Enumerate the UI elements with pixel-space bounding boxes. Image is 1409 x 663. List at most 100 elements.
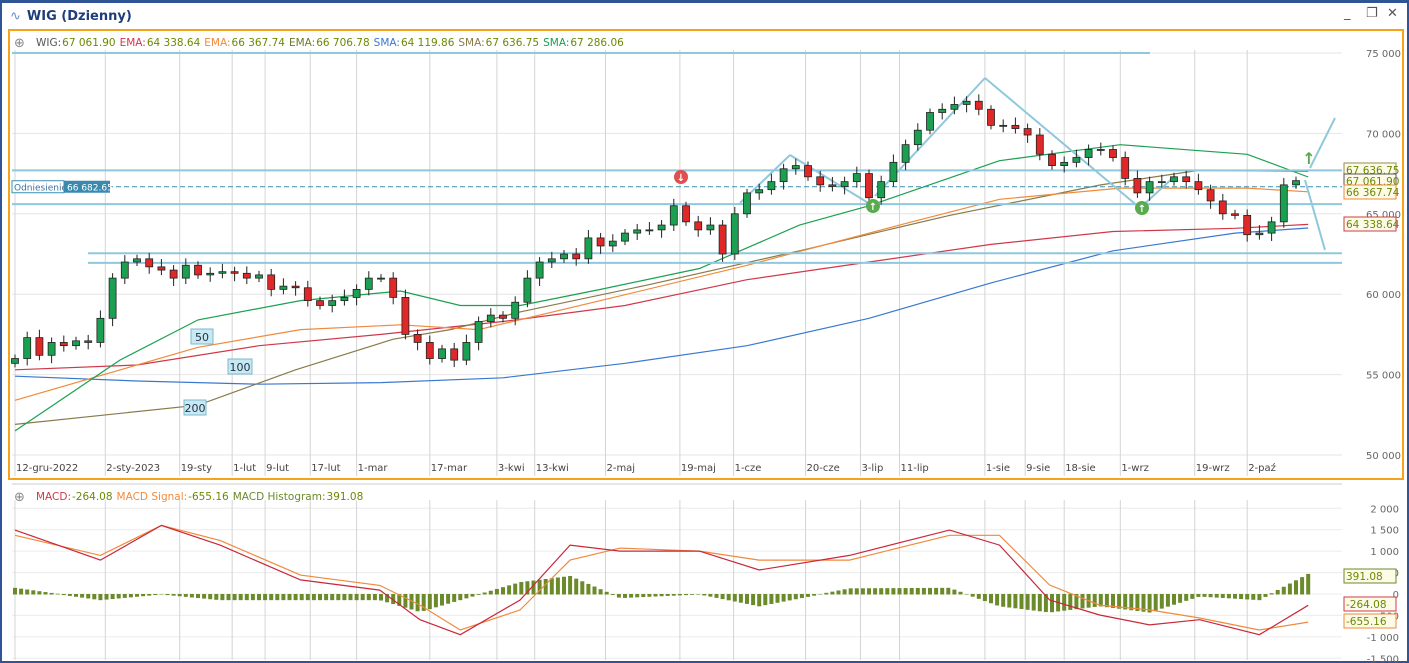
macd-histogram-bar <box>745 594 749 604</box>
macd-histogram-bar <box>537 579 542 595</box>
trend-line[interactable] <box>984 77 1141 209</box>
macd-histogram-bar <box>153 594 158 596</box>
candle-body <box>560 253 568 260</box>
macd-histogram-bar <box>25 589 30 595</box>
macd-histogram-bar <box>934 587 939 595</box>
candle-body <box>511 301 520 319</box>
macd-histogram-bar <box>1257 594 1262 601</box>
candle <box>645 222 654 235</box>
x-tick-label: 1-mar <box>358 463 389 474</box>
macd-histogram-bar <box>214 594 219 600</box>
candle <box>1060 156 1069 173</box>
candle <box>145 252 154 274</box>
macd-histogram-bar <box>543 579 548 595</box>
candle <box>974 94 983 116</box>
macd-histogram-bar <box>677 594 682 596</box>
candle <box>926 108 934 135</box>
candle-body <box>1243 215 1252 236</box>
macd-histogram-bar <box>1013 594 1018 609</box>
x-tick-label: 19-wrz <box>1196 463 1230 474</box>
macd-histogram-bar <box>531 580 536 595</box>
trend-line[interactable] <box>1309 117 1336 169</box>
candle <box>596 232 605 254</box>
macd-histogram-bar <box>867 588 871 595</box>
macd-legend-name: MACD Histogram: <box>233 491 326 503</box>
minimize-button[interactable]: _ <box>1344 6 1351 21</box>
macd-histogram-bar <box>446 594 451 604</box>
macd-histogram-bar <box>812 594 817 596</box>
x-tick-label: 1-sie <box>986 463 1010 474</box>
window-title: WIG (Dzienny) <box>26 8 132 24</box>
macd-histogram-bar <box>659 594 664 597</box>
candle <box>621 229 629 246</box>
candle-body <box>950 104 959 110</box>
macd-histogram-bar <box>671 594 676 596</box>
candle <box>938 103 947 120</box>
macd-histogram-bar <box>275 594 280 601</box>
trend-line[interactable] <box>789 154 871 205</box>
macd-y-tick-label: 2 000 <box>1370 504 1399 515</box>
main-legend-value: 67 636.75 <box>486 37 539 49</box>
candle <box>523 270 532 308</box>
macd-histogram-bar <box>1092 594 1097 607</box>
macd-histogram-bar <box>897 588 902 595</box>
macd-histogram-bar <box>623 594 627 598</box>
candle <box>425 335 434 365</box>
macd-histogram-bar <box>403 594 408 608</box>
macd-histogram-bar <box>80 594 85 598</box>
candle-body <box>1035 134 1044 155</box>
candle <box>1023 123 1032 143</box>
macd-histogram-bar <box>549 578 554 595</box>
candle-body <box>767 181 776 191</box>
candle-body <box>1292 180 1300 186</box>
macd-histogram-bar <box>433 594 438 608</box>
macd-histogram-bar <box>1043 594 1048 613</box>
candle-body <box>1206 189 1215 202</box>
candle <box>1072 149 1081 168</box>
macd-histogram-bar <box>982 594 987 602</box>
macd-histogram-bar <box>293 594 298 601</box>
macd-histogram-bar <box>1281 586 1286 595</box>
candle-body <box>645 229 654 232</box>
candle-body <box>926 112 934 131</box>
candle <box>1011 117 1020 134</box>
candle-body <box>584 237 593 260</box>
candle <box>633 223 642 241</box>
macd-histogram-bar <box>269 594 274 601</box>
macd-histogram-bar <box>470 594 475 597</box>
macd-histogram-bar <box>1208 594 1213 598</box>
price-tag-box <box>1343 184 1397 200</box>
candle <box>47 337 56 364</box>
restore-button[interactable]: ❐ <box>1366 6 1378 21</box>
candle-body <box>474 321 483 343</box>
macd-histogram-bar <box>507 585 512 595</box>
ma-period-label: 200 <box>185 402 206 415</box>
macd-histogram-bar <box>1153 594 1158 611</box>
candle-body <box>1109 149 1117 158</box>
macd-histogram-bar <box>440 594 444 606</box>
candle-body <box>291 285 300 289</box>
main-legend-name: EMA: <box>120 37 146 49</box>
candle <box>23 331 32 366</box>
macd-histogram-bar <box>653 594 658 597</box>
trend-line[interactable] <box>1304 179 1326 251</box>
macd-histogram-bar <box>720 594 725 600</box>
macd-histogram-bar <box>1001 594 1006 607</box>
macd-histogram-bar <box>494 588 499 595</box>
macd-histogram-bar <box>1141 594 1146 612</box>
y-tick-label: 65 000 <box>1366 210 1401 221</box>
main-legend-value: 64 119.86 <box>401 37 455 49</box>
macd-histogram-bar <box>665 594 670 596</box>
close-button[interactable]: ✕ <box>1387 6 1398 21</box>
macd-histogram-bar <box>1123 594 1128 610</box>
macd-signal-line <box>14 524 1309 631</box>
candle-body <box>377 277 385 280</box>
candle <box>1157 174 1166 188</box>
macd-histogram-bar <box>921 587 926 595</box>
candle <box>1206 184 1215 209</box>
candle-body <box>1279 184 1288 223</box>
candle <box>572 248 581 266</box>
macd-histogram-bar <box>379 594 383 601</box>
